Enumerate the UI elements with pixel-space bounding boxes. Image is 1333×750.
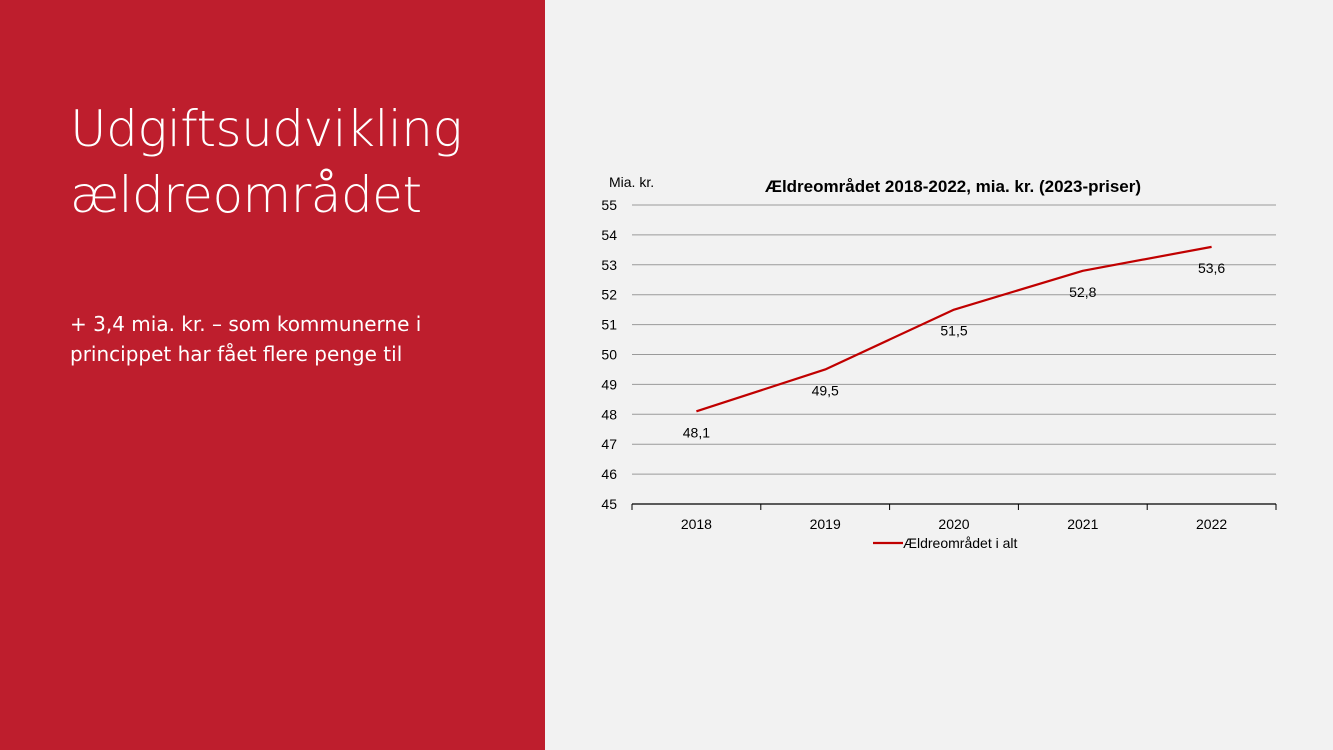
slide-title: Udgiftsudvikling ældreområdet (70, 96, 530, 228)
x-tick-label: 2018 (681, 516, 712, 532)
y-tick-label: 55 (601, 197, 617, 213)
slide-body-line-2: princippet har fået flere penge til (70, 342, 403, 366)
y-tick-label: 54 (601, 227, 617, 243)
legend: Ældreområdet i alt (873, 535, 1017, 551)
legend-label: Ældreområdet i alt (903, 535, 1017, 551)
series: 48,1 49,5 51,5 52,8 53,6 (683, 245, 1225, 440)
y-tick-label: 48 (601, 406, 617, 422)
left-panel (0, 0, 545, 750)
y-tick-label: 51 (601, 317, 617, 333)
data-label: 52,8 (1069, 284, 1096, 300)
slide-body-text: + 3,4 mia. kr. – som kommunerne i princi… (70, 309, 510, 369)
y-tick-label: 46 (601, 466, 617, 482)
y-tick-label: 50 (601, 347, 617, 363)
line-chart: Ældreområdet 2018-2022, mia. kr. (2023-p… (601, 174, 1277, 551)
y-axis-label: Mia. kr. (609, 174, 654, 190)
y-tick-label: 45 (601, 496, 617, 512)
x-tick-label: 2021 (1067, 516, 1098, 532)
gridlines (632, 204, 1276, 475)
data-label: 49,5 (812, 382, 839, 398)
chart-title: Ældreområdet 2018-2022, mia. kr. (2023-p… (765, 177, 1141, 196)
data-label: 53,6 (1198, 260, 1225, 276)
data-label: 48,1 (683, 424, 710, 440)
y-tick-label: 53 (601, 257, 617, 273)
y-tick-label: 47 (601, 436, 617, 452)
slide-title-line-1: Udgiftsudvikling (70, 100, 462, 158)
slide-body-line-1: + 3,4 mia. kr. – som kommunerne i (70, 312, 422, 336)
axes: 45 46 47 48 49 50 51 52 53 54 55 2018 2019 2020 2021 20… (601, 197, 1277, 532)
slide-title-line-2: ældreområdet (70, 166, 422, 224)
x-tick-label: 2020 (938, 516, 969, 532)
y-tick-label: 49 (601, 376, 617, 392)
data-label: 51,5 (940, 323, 967, 339)
x-tick-label: 2022 (1196, 516, 1227, 532)
x-tick-label: 2019 (810, 516, 841, 532)
series-line (696, 245, 1212, 413)
y-tick-label: 52 (601, 287, 617, 303)
